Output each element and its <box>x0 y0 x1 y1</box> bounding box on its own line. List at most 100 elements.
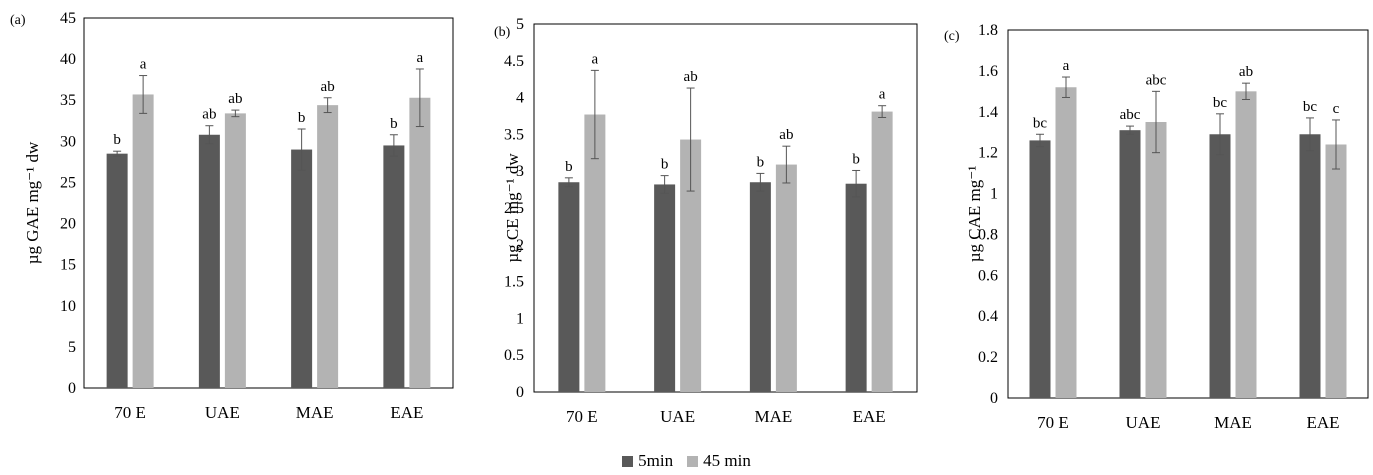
bar <box>584 114 606 392</box>
y-tick-label: 0.2 <box>978 349 998 366</box>
legend-swatch-5min <box>622 455 634 467</box>
panel-label: (a) <box>10 13 26 28</box>
bar <box>409 97 431 388</box>
legend-item-5min: 5min <box>622 451 673 471</box>
bar <box>654 184 676 392</box>
y-axis-label: µg GAE mg⁻¹ dw <box>23 141 42 264</box>
bar <box>1209 134 1231 398</box>
y-tick-label: 1 <box>990 186 998 203</box>
bar <box>106 153 128 388</box>
significance-letter: bc <box>1213 95 1228 111</box>
plot-frame <box>1007 29 1369 399</box>
x-tick-label: MAE <box>754 407 792 426</box>
significance-letter: ab <box>228 91 242 107</box>
y-tick-label: 1.5 <box>504 274 524 291</box>
y-tick-label: 5 <box>68 339 76 356</box>
significance-letter: abc <box>1146 72 1167 88</box>
bar <box>558 182 580 392</box>
x-tick-label: MAE <box>1214 413 1252 432</box>
bar <box>1299 134 1321 398</box>
y-axis-label: µg CAE mg⁻¹ <box>965 166 984 263</box>
x-tick-label: 70 E <box>1037 413 1069 432</box>
significance-letter: bc <box>1033 115 1048 131</box>
legend-label-5min: 5min <box>638 451 674 470</box>
y-tick-label: 0.8 <box>978 226 998 243</box>
bar <box>845 183 867 392</box>
x-tick-label: EAE <box>390 403 423 422</box>
y-tick-label: 15 <box>60 257 76 274</box>
panel-label: (b) <box>494 25 511 40</box>
legend-label-45min: 45 min <box>703 451 751 470</box>
x-tick-label: 70 E <box>114 403 146 422</box>
y-tick-label: 0 <box>990 390 998 407</box>
x-tick-label: EAE <box>1306 413 1339 432</box>
y-tick-label: 1.4 <box>978 104 998 121</box>
y-tick-label: 1.8 <box>978 22 998 39</box>
significance-letter: a <box>879 87 886 103</box>
significance-letter: ab <box>321 79 335 95</box>
y-tick-label: 1.6 <box>978 63 998 80</box>
significance-letter: b <box>298 110 306 126</box>
significance-letter: c <box>1333 101 1340 117</box>
y-tick-label: 0 <box>68 380 76 397</box>
bar <box>1055 87 1077 398</box>
legend-swatch-45min <box>687 455 699 467</box>
y-tick-label: 0.4 <box>978 308 998 325</box>
y-tick-label: 10 <box>60 298 76 315</box>
bar <box>383 145 405 388</box>
bar <box>198 134 220 388</box>
bar <box>1145 122 1167 398</box>
significance-letter: a <box>1063 58 1070 74</box>
bar <box>871 111 893 393</box>
plot-frame <box>533 23 918 393</box>
y-tick-label: 0.5 <box>504 347 524 364</box>
y-tick-label: 3.5 <box>504 126 524 143</box>
significance-letter: b <box>852 151 860 167</box>
y-tick-label: 30 <box>60 133 76 150</box>
significance-letter: ab <box>779 127 793 143</box>
significance-letter: bc <box>1303 99 1318 115</box>
x-tick-label: UAE <box>660 407 695 426</box>
bar <box>132 94 154 388</box>
legend-item-45min: 45 min <box>687 451 751 471</box>
y-tick-label: 2 <box>516 237 524 254</box>
chart-panel-2: 0 0.5 1 1.5 2 2.5 3 3.5 4 4.5 5 µg CE mg⁻¹ dw (b) b a 7… <box>494 16 918 426</box>
bar <box>291 149 313 388</box>
y-tick-label: 40 <box>60 51 76 68</box>
bar <box>224 113 246 388</box>
significance-letter: a <box>592 51 599 67</box>
bar <box>749 182 771 392</box>
y-tick-label: 45 <box>60 10 76 27</box>
x-tick-label: UAE <box>1126 413 1161 432</box>
y-tick-label: 1.2 <box>978 145 998 162</box>
x-tick-label: 70 E <box>566 407 598 426</box>
x-tick-label: EAE <box>853 407 886 426</box>
significance-letter: a <box>417 50 424 66</box>
significance-letter: b <box>661 157 669 173</box>
bar <box>1235 91 1257 398</box>
y-tick-label: 4 <box>516 90 524 107</box>
bar <box>1029 140 1051 398</box>
significance-letter: abc <box>1120 107 1141 123</box>
y-tick-label: 5 <box>516 16 524 33</box>
significance-letter: a <box>140 57 147 73</box>
plot-frame <box>83 17 454 389</box>
chart-panel-1: 0 5 10 15 20 25 30 35 40 45 µg GAE mg⁻¹ dw (a) b a 70 … <box>10 10 454 422</box>
bar <box>1325 144 1347 398</box>
y-tick-label: 2.5 <box>504 200 524 217</box>
bar <box>775 164 797 392</box>
significance-letter: ab <box>684 69 698 85</box>
significance-letter: b <box>757 154 765 170</box>
y-axis-label: µg CE mg⁻¹ dw <box>503 153 522 263</box>
y-tick-label: 0 <box>516 384 524 401</box>
significance-letter: b <box>565 159 573 175</box>
significance-letter: b <box>390 116 398 132</box>
y-tick-label: 3 <box>516 163 524 180</box>
x-tick-label: MAE <box>296 403 334 422</box>
bar <box>317 105 339 389</box>
significance-letter: b <box>113 132 121 148</box>
chart-legend: 5min 45 min <box>0 450 1373 472</box>
panel-label: (c) <box>944 29 960 44</box>
y-tick-label: 20 <box>60 216 76 233</box>
